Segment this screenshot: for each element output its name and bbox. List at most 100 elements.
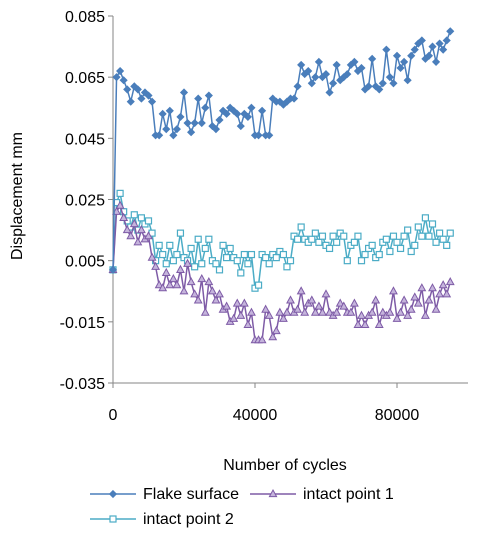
data-point <box>428 42 437 51</box>
data-point <box>147 252 157 261</box>
data-point <box>392 51 402 60</box>
data-point <box>304 66 313 76</box>
data-point <box>130 211 138 219</box>
data-point <box>368 54 377 63</box>
x-tick-label: 80000 <box>375 407 420 424</box>
data-point <box>179 286 189 295</box>
y-tick-label: -0.015 <box>60 315 105 332</box>
data-point <box>179 88 189 97</box>
data-point <box>115 200 125 209</box>
data-point <box>183 118 192 128</box>
data-point <box>293 82 302 91</box>
data-point <box>294 235 302 243</box>
data-point <box>375 85 384 94</box>
data-point <box>279 250 287 259</box>
data-point <box>233 109 242 118</box>
data-point <box>403 76 412 85</box>
data-point <box>166 241 174 249</box>
data-point <box>368 241 376 249</box>
data-point <box>435 289 445 298</box>
data-point <box>187 128 196 137</box>
data-point <box>343 70 352 79</box>
data-point <box>354 232 362 240</box>
data-point <box>314 57 323 66</box>
data-point <box>258 106 267 115</box>
data-point <box>428 283 437 292</box>
legend-marker <box>109 515 117 523</box>
data-point <box>198 260 206 268</box>
data-point <box>283 263 291 271</box>
data-point <box>191 263 199 271</box>
data-point <box>293 304 303 313</box>
legend-label: intact point 1 <box>303 486 394 503</box>
data-point <box>158 109 167 118</box>
data-point <box>339 301 349 310</box>
data-point <box>165 106 174 115</box>
data-point <box>418 232 426 240</box>
data-point <box>201 103 210 112</box>
data-point <box>315 238 323 246</box>
data-point <box>194 94 203 103</box>
data-point <box>350 57 359 66</box>
data-point <box>122 225 132 234</box>
data-point <box>435 39 444 48</box>
data-point <box>318 307 327 316</box>
data-point <box>400 57 409 66</box>
data-point <box>186 277 196 286</box>
data-point <box>400 232 408 240</box>
data-point <box>254 131 263 140</box>
data-point <box>385 73 394 82</box>
data-point <box>243 112 252 121</box>
data-point <box>297 223 305 231</box>
data-point <box>389 232 398 240</box>
data-point <box>137 214 145 222</box>
data-point <box>282 307 292 316</box>
data-point <box>420 310 430 319</box>
data-point <box>443 241 451 249</box>
legend-item-flake-surface: Flake surface <box>90 486 239 503</box>
y-tick-label: 0.045 <box>65 131 105 148</box>
data-point <box>187 244 195 253</box>
data-point <box>431 57 441 66</box>
data-point <box>446 229 454 237</box>
data-point <box>137 94 146 103</box>
data-point <box>155 241 163 249</box>
data-point <box>436 229 444 237</box>
data-point <box>247 103 256 112</box>
legend-label: intact point 2 <box>143 511 234 528</box>
data-point <box>169 257 177 265</box>
data-point <box>439 235 447 243</box>
data-point <box>413 298 423 307</box>
data-point <box>265 131 274 140</box>
data-point <box>123 85 132 94</box>
data-point <box>311 229 319 237</box>
data-point <box>207 286 217 295</box>
data-point <box>296 286 306 295</box>
data-point <box>297 60 306 69</box>
data-point <box>329 79 338 88</box>
data-point <box>321 70 331 79</box>
data-point <box>240 250 248 259</box>
data-point <box>144 217 153 225</box>
data-point <box>194 235 202 243</box>
data-point <box>396 63 405 73</box>
data-point <box>275 307 285 316</box>
data-point <box>168 273 178 283</box>
data-point <box>244 260 252 268</box>
data-point <box>190 118 199 128</box>
data-point <box>129 218 139 228</box>
data-point <box>332 60 341 69</box>
x-axis-title: Number of cycles <box>223 457 347 474</box>
data-point <box>239 298 249 307</box>
data-point <box>232 298 242 307</box>
data-point <box>126 231 136 240</box>
data-point <box>197 118 206 128</box>
data-point <box>154 280 164 289</box>
data-point <box>211 295 221 304</box>
data-point <box>386 247 394 256</box>
data-point <box>268 332 278 341</box>
data-point <box>325 244 334 253</box>
data-point <box>410 45 419 54</box>
data-point <box>126 97 135 106</box>
